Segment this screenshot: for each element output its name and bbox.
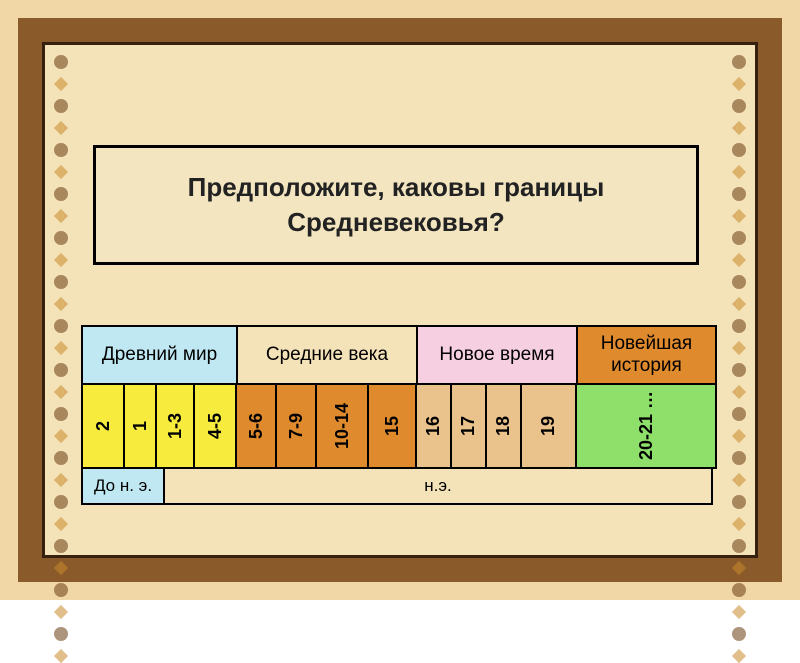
century-9: 17 xyxy=(452,385,487,467)
century-1: 1 xyxy=(125,385,157,467)
period-3: Новейшая история xyxy=(578,327,715,383)
century-10: 18 xyxy=(487,385,522,467)
period-1: Средние века xyxy=(238,327,418,383)
period-0: Древний мир xyxy=(83,327,238,383)
period-2: Новое время xyxy=(418,327,578,383)
decorative-border: Предположите, каковы границы Средневеков… xyxy=(18,18,782,582)
centuries-row: 211-34-55-67-910-14151617181920-21 … xyxy=(81,385,717,469)
question-text: Предположите, каковы границы Средневеков… xyxy=(104,170,688,240)
slide-frame: Предположите, каковы границы Средневеков… xyxy=(0,0,800,600)
content-area: Предположите, каковы границы Средневеков… xyxy=(45,45,755,555)
century-8: 16 xyxy=(417,385,452,467)
century-0: 2 xyxy=(83,385,125,467)
century-3: 4-5 xyxy=(195,385,237,467)
inner-panel: Предположите, каковы границы Средневеков… xyxy=(42,42,758,558)
timeline: Древний мирСредние векаНовое времяНовейш… xyxy=(81,325,717,505)
century-12: 20-21 … xyxy=(577,385,715,467)
century-6: 10-14 xyxy=(317,385,369,467)
century-5: 7-9 xyxy=(277,385,317,467)
century-4: 5-6 xyxy=(237,385,277,467)
question-box: Предположите, каковы границы Средневеков… xyxy=(93,145,699,265)
era-bc: До н. э. xyxy=(81,469,163,505)
era-ad: н.э. xyxy=(163,469,713,505)
century-7: 15 xyxy=(369,385,417,467)
era-row: До н. э.н.э. xyxy=(81,469,717,505)
century-11: 19 xyxy=(522,385,577,467)
periods-row: Древний мирСредние векаНовое времяНовейш… xyxy=(81,325,717,385)
century-2: 1-3 xyxy=(157,385,195,467)
